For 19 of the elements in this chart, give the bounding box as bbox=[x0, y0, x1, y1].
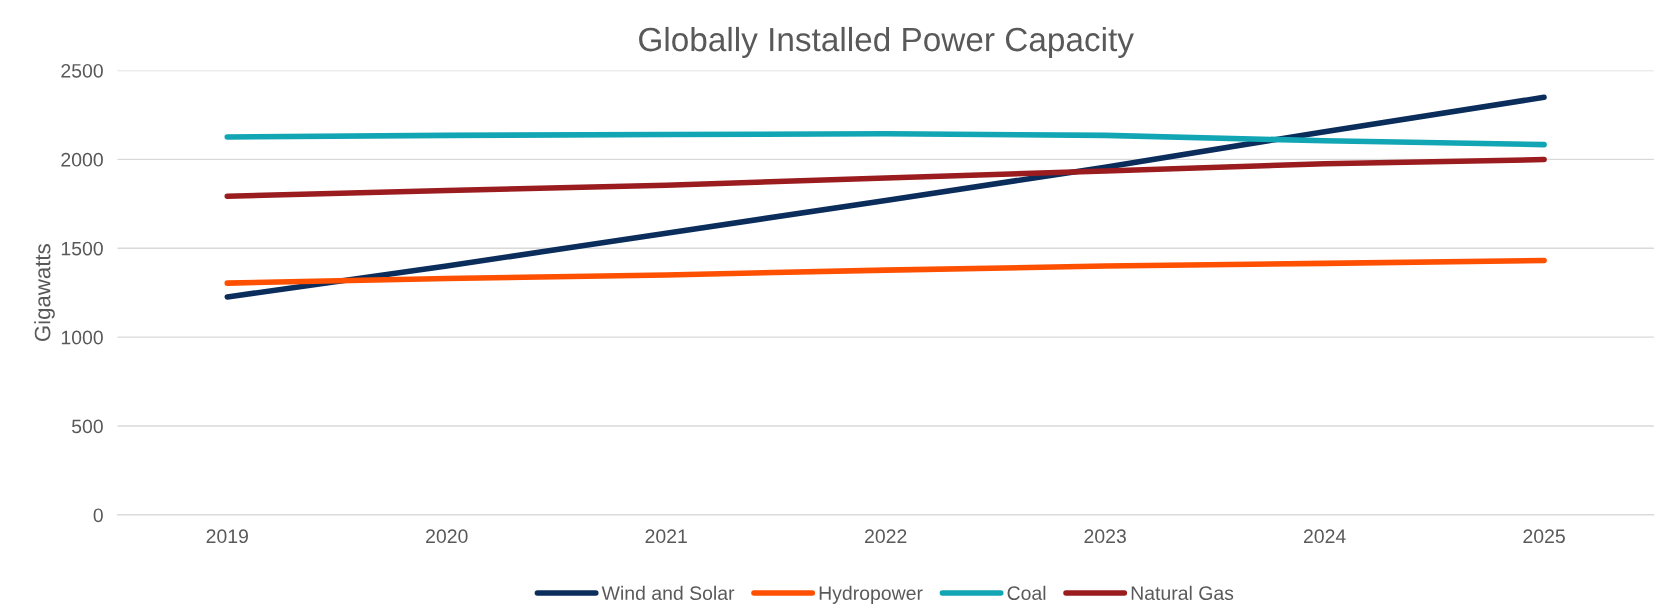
legend-label: Coal bbox=[1007, 585, 1046, 601]
x-tick-label: 2022 bbox=[865, 529, 907, 544]
legend-label: Hydropower bbox=[819, 585, 923, 604]
y-tick-label: 1000 bbox=[61, 330, 103, 345]
chart-title: Globally Installed Power Capacity bbox=[639, 26, 1134, 58]
y-tick-label: 500 bbox=[71, 419, 103, 434]
x-tick-label: 2021 bbox=[645, 529, 687, 544]
x-tick-label: 2020 bbox=[426, 529, 468, 544]
x-tick-label: 2019 bbox=[206, 529, 248, 544]
x-tick-label: 2025 bbox=[1523, 529, 1565, 544]
y-axis-title: Gigawatts bbox=[34, 244, 55, 341]
x-tick-label: 2023 bbox=[1084, 529, 1126, 544]
y-tick-label: 0 bbox=[93, 508, 103, 523]
legend-label: Wind and Solar bbox=[601, 585, 735, 601]
y-tick-label: 2500 bbox=[61, 63, 103, 78]
y-tick-label: 2000 bbox=[61, 152, 103, 167]
x-tick-label: 2024 bbox=[1303, 529, 1346, 544]
legend-label: Natural Gas bbox=[1131, 585, 1234, 601]
y-tick-label: 1500 bbox=[61, 241, 103, 256]
